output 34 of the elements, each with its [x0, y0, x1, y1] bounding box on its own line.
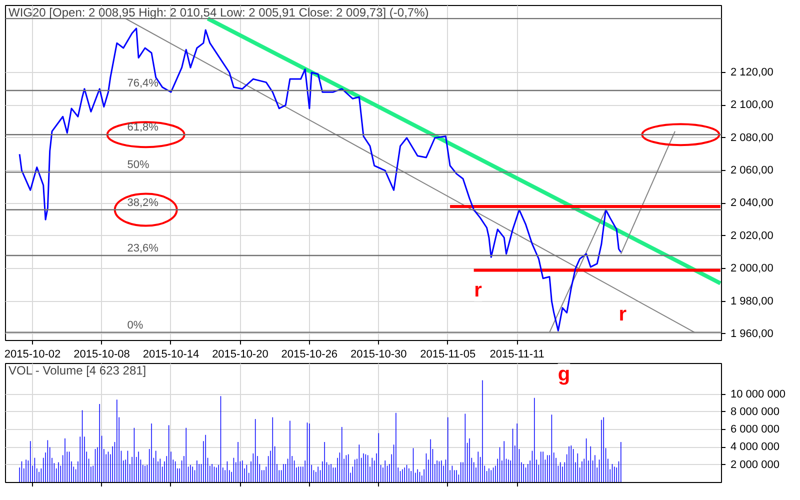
annotation: 0%	[127, 319, 144, 332]
y-tick-label: 2 040,00	[730, 197, 774, 210]
y-tick-label: 2 020,00	[730, 230, 774, 242]
y-tick-label: 2 100,00	[730, 99, 774, 112]
annotation: 50%	[127, 159, 150, 172]
line-series	[18, 28, 622, 332]
annotation: 61,8%	[127, 122, 159, 134]
x-tick-label: 2015-10-26	[281, 348, 338, 360]
annotation: 76,4%	[127, 77, 159, 90]
y-tick-label: 1 960,00	[730, 328, 774, 340]
y-tick-label: 2 080,00	[730, 132, 774, 144]
annotation: r	[474, 279, 482, 302]
y-tick-label: 10 000 000	[730, 388, 786, 400]
y-tick-label: 8 000 000	[730, 406, 780, 418]
annotation: r	[618, 304, 627, 326]
x-tick-label: 2015-10-02	[4, 348, 61, 360]
y-tick-label: 2 060,00	[730, 164, 774, 177]
x-tick-label: 2015-10-08	[74, 348, 130, 360]
y-tick-label: 6 000 000	[730, 424, 780, 436]
chart-title: VOL - Volume [4 623 281]	[8, 364, 146, 378]
y-tick-label: 4 000 000	[730, 441, 780, 454]
x-tick-label: 2015-11-11	[490, 348, 544, 360]
y-tick-label: 1 980,00	[730, 295, 774, 308]
x-tick-label: 2015-10-20	[212, 348, 268, 360]
chart-title: WIG20 [Open: 2 008,95 High: 2 010,54 Low: 2 005,91 Close: 2 009,73] (-0,7%)	[8, 6, 429, 20]
x-tick-label: 2015-11-05	[420, 348, 476, 360]
y-tick-label: 2 000 000	[730, 458, 780, 471]
y-tick-label: 2 000,00	[730, 262, 774, 275]
annotation: g	[558, 364, 570, 386]
annotation: 23,6%	[127, 242, 159, 255]
x-tick-label: 2015-10-30	[350, 348, 407, 360]
x-tick-label: 2015-10-14	[142, 348, 200, 360]
annotation: 38,2%	[127, 196, 159, 209]
y-tick-label: 2 120,00	[730, 66, 774, 78]
